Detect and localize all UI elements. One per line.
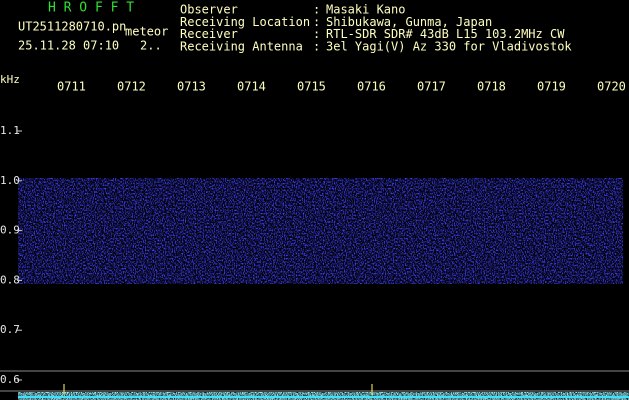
freq-label: 0.8 <box>0 273 20 286</box>
info-value: Shibukawa, Gunma, Japan <box>326 15 492 29</box>
time-label: 0711 <box>57 80 86 94</box>
info-value: Masaki Kano <box>326 3 405 17</box>
info-label: Observer <box>180 3 238 17</box>
time-label: 0713 <box>177 80 206 94</box>
time-label: 0717 <box>417 80 446 94</box>
freq-label: 0.6 <box>0 373 20 386</box>
info-separator: : <box>313 3 320 17</box>
time-label: 0714 <box>237 80 266 94</box>
info-label: Receiving Antenna <box>180 39 303 53</box>
freq-unit: kHz <box>0 73 20 86</box>
mode: meteor <box>125 25 168 39</box>
app-title: H R O F F T <box>48 1 134 16</box>
time-label: 0715 <box>297 80 326 94</box>
info-separator: : <box>313 39 320 53</box>
time-label: 0716 <box>357 80 386 94</box>
file-name: UT2511280710.pn <box>18 20 126 34</box>
datetime: 25.11.28 07:10 <box>18 39 119 53</box>
signal-band <box>18 178 623 284</box>
time-label: 0712 <box>117 80 146 94</box>
info-label: Receiver <box>180 27 238 41</box>
time-label: 0718 <box>477 80 506 94</box>
time-label: 0720 <box>597 80 626 94</box>
info-separator: : <box>313 27 320 41</box>
info-value: 3el Yagi(V) Az 330 for Vladivostok <box>326 39 572 53</box>
freq-label: 1.1 <box>0 124 20 137</box>
freq-label: 1.0 <box>0 174 20 187</box>
extra: 2.. <box>140 39 162 53</box>
info-label: Receiving Location <box>180 15 310 29</box>
time-label: 0719 <box>537 80 566 94</box>
freq-label: 0.9 <box>0 224 20 237</box>
freq-label: 0.7 <box>0 323 20 336</box>
info-separator: : <box>313 15 320 29</box>
info-value: RTL-SDR SDR# 43dB L15 103.2MHz CW <box>326 27 565 41</box>
